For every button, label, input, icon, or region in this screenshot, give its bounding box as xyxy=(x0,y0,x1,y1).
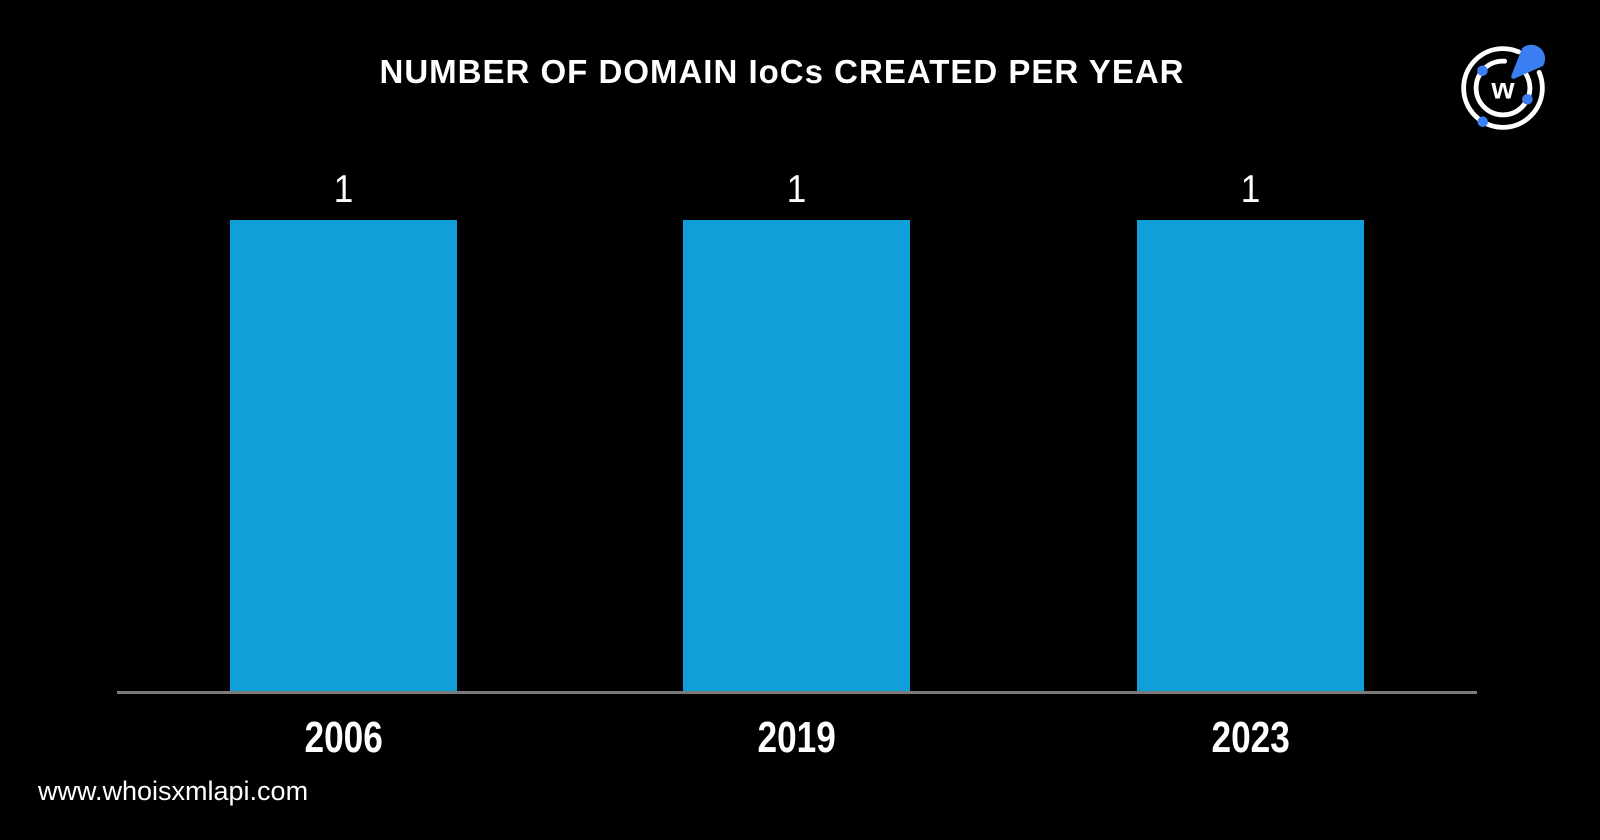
bar-2023: 1 xyxy=(1136,170,1364,692)
bar-chart-plot-area: 1 1 1 xyxy=(117,170,1477,692)
logo-letter: w xyxy=(1490,73,1515,106)
bar-value-label: 1 xyxy=(333,168,354,211)
logo-radar-beam-icon xyxy=(1511,44,1546,79)
chart-title: NUMBER OF DOMAIN IoCs CREATED PER YEAR xyxy=(379,53,1185,90)
x-axis-label-2023: 2023 xyxy=(1211,713,1290,762)
whoisxmlapi-logo: w xyxy=(1461,44,1546,130)
x-axis-label-2019: 2019 xyxy=(757,713,837,762)
logo-outer-ring-icon xyxy=(1461,46,1545,130)
bar-group-2019: 1 xyxy=(570,170,1023,692)
website-url: www.whoisxmlapi.com xyxy=(38,776,309,806)
bar-2019: 1 xyxy=(683,170,911,692)
bar-value-label: 1 xyxy=(787,168,807,211)
bar-2006: 1 xyxy=(230,170,458,692)
logo-dot-icon xyxy=(1477,65,1488,76)
bar-group-2006: 1 xyxy=(117,170,570,692)
logo-inner-ring-icon xyxy=(1473,58,1533,118)
bar-value-label: 1 xyxy=(1240,168,1261,211)
bar-group-2023: 1 xyxy=(1024,170,1477,692)
x-axis-labels: 2006 2019 2023 xyxy=(117,716,1477,760)
logo-dot-icon xyxy=(1477,116,1489,127)
x-axis-line xyxy=(117,691,1477,694)
x-axis-label-2006: 2006 xyxy=(304,713,383,762)
logo-dot-icon xyxy=(1522,94,1533,105)
